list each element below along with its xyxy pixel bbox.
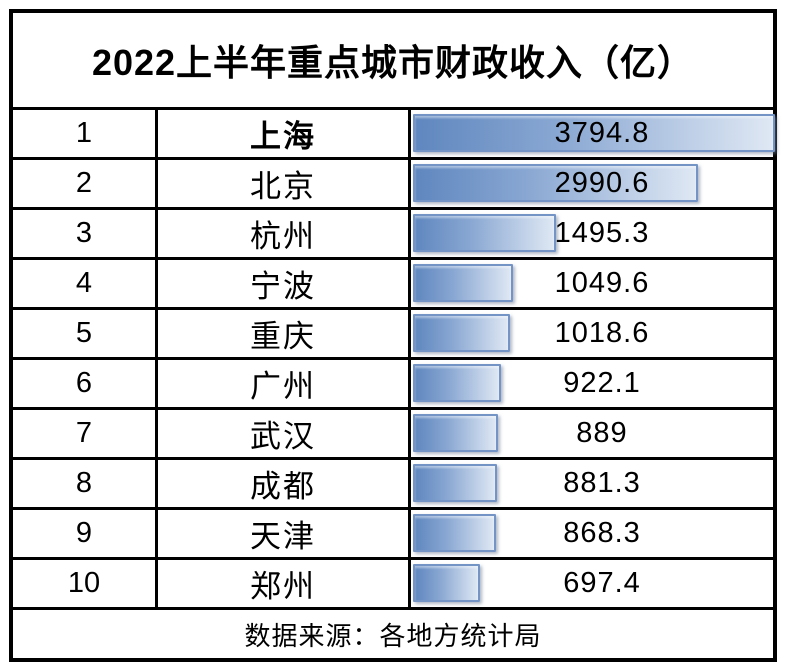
table-body: 1 上海 3794.8 2 北京 2990.6 3 杭州 1495.3 4 宁波…: [13, 110, 775, 610]
value-bar: [413, 564, 480, 602]
city-cell: 重庆: [158, 310, 411, 357]
rank-cell: 5: [13, 310, 158, 357]
table-row: 1 上海 3794.8: [13, 110, 775, 160]
city-cell: 杭州: [158, 210, 411, 257]
city-cell: 武汉: [158, 410, 411, 457]
chart-title: 2022上半年重点城市财政收入（亿）: [13, 13, 773, 110]
value-bar: [413, 264, 514, 302]
table-row: 5 重庆 1018.6: [13, 310, 773, 360]
bar-cell: 868.3: [411, 510, 773, 557]
value-label: 1495.3: [554, 217, 650, 249]
rank-cell: 7: [13, 410, 158, 457]
rank-cell: 9: [13, 510, 158, 557]
city-cell: 上海: [158, 110, 411, 157]
bar-cell: 881.3: [411, 460, 773, 507]
value-label: 922.1: [563, 367, 641, 399]
table-row: 10 郑州 697.4: [13, 560, 773, 610]
city-cell: 北京: [158, 160, 411, 207]
bar-cell: 922.1: [411, 360, 773, 407]
bar-cell: 1049.6: [411, 260, 773, 307]
table-row: 2 北京 2990.6: [13, 160, 773, 210]
value-bar: [413, 314, 511, 352]
rank-cell: 3: [13, 210, 158, 257]
value-bar: [413, 164, 699, 202]
bar-cell: 889: [411, 410, 773, 457]
bar-cell: 3794.8: [411, 110, 775, 157]
table-row: 8 成都 881.3: [13, 460, 773, 510]
value-label: 3794.8: [554, 117, 650, 149]
value-label: 881.3: [563, 467, 641, 499]
value-bar: [413, 214, 556, 252]
data-source-note: 数据来源：各地方统计局: [244, 620, 542, 651]
bar-cell: 1495.3: [411, 210, 773, 257]
city-cell: 广州: [158, 360, 411, 407]
value-label: 889: [576, 417, 628, 449]
city-cell: 郑州: [158, 560, 411, 607]
rank-cell: 4: [13, 260, 158, 307]
value-label: 1018.6: [554, 317, 650, 349]
city-cell: 宁波: [158, 260, 411, 307]
table-row: 6 广州 922.1: [13, 360, 773, 410]
value-bar: [413, 514, 496, 552]
bar-cell: 697.4: [411, 560, 773, 607]
rank-cell: 6: [13, 360, 158, 407]
value-bar: [413, 364, 501, 402]
table-row: 9 天津 868.3: [13, 510, 773, 560]
city-cell: 成都: [158, 460, 411, 507]
value-label: 1049.6: [554, 267, 650, 299]
bar-cell: 1018.6: [411, 310, 773, 357]
rank-cell: 10: [13, 560, 158, 607]
rank-cell: 8: [13, 460, 158, 507]
bar-cell: 2990.6: [411, 160, 773, 207]
rank-cell: 2: [13, 160, 158, 207]
value-label: 697.4: [563, 567, 641, 599]
rank-cell: 1: [13, 110, 158, 157]
fiscal-revenue-ranking-table: 2022上半年重点城市财政收入（亿） 1 上海 3794.8 2 北京 2990…: [9, 9, 777, 662]
value-bar: [413, 114, 775, 152]
value-label: 2990.6: [554, 167, 650, 199]
table-row: 3 杭州 1495.3: [13, 210, 773, 260]
value-label: 868.3: [563, 517, 641, 549]
city-cell: 天津: [158, 510, 411, 557]
value-bar: [413, 414, 498, 452]
table-row: 4 宁波 1049.6: [13, 260, 773, 310]
value-bar: [413, 464, 498, 502]
table-row: 7 武汉 889: [13, 410, 773, 460]
